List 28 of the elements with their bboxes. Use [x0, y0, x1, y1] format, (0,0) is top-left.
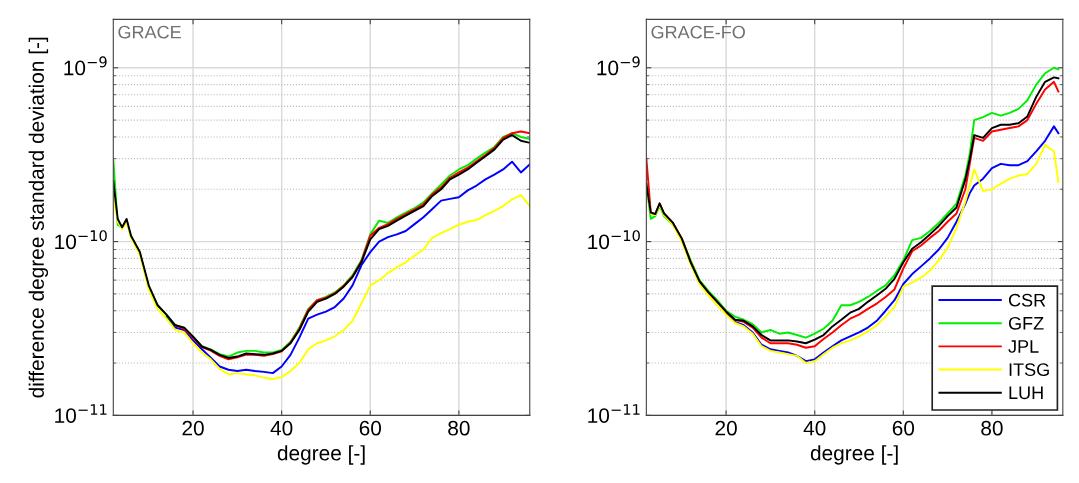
legend-label: CSR — [1008, 293, 1046, 307]
x-tick-label: 40 — [270, 420, 293, 436]
y-axis-title: difference degree standard deviation [-] — [28, 37, 49, 398]
x-axis-title: degree [-] — [810, 445, 898, 465]
y-tick-label: 10$^{−11}$ — [588, 404, 640, 423]
x-tick-label: 60 — [892, 420, 915, 436]
x-tick-label: 20 — [715, 420, 737, 436]
legend-label: LUH — [1009, 386, 1043, 400]
line-series — [165, 160, 530, 375]
y-tick-label: 10$^{−10}$ — [55, 230, 107, 250]
y-tick-label: 10$^{−9}$ — [64, 56, 107, 76]
line-series — [113, 194, 530, 380]
legend-label: JPL — [1008, 340, 1039, 353]
line-series — [725, 125, 1060, 363]
chart-title: GRACE — [118, 25, 181, 39]
chart-title: GRACE-FO — [651, 25, 745, 39]
x-axis-title: degree [-] — [277, 445, 365, 465]
legend-label: ITSG — [1009, 363, 1049, 377]
x-tick-label: 80 — [981, 420, 1003, 436]
y-tick-label: 10$^{−10}$ — [588, 230, 640, 250]
x-tick-label: 80 — [448, 420, 470, 436]
x-tick-label: 40 — [803, 420, 826, 436]
line-series — [646, 143, 1060, 365]
y-tick-label: 10$^{−11}$ — [55, 404, 107, 423]
y-tick-label: 10$^{−9}$ — [597, 56, 640, 76]
x-tick-label: 20 — [182, 420, 204, 436]
x-tick-label: 60 — [359, 420, 382, 436]
legend-label: GFZ — [1008, 316, 1044, 330]
